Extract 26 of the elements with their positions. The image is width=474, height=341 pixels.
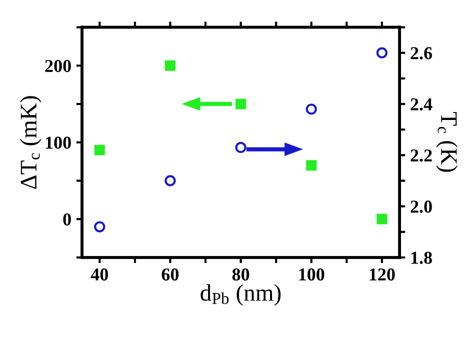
point bbox=[306, 160, 317, 171]
point bbox=[235, 142, 246, 154]
point bbox=[236, 98, 246, 110]
point bbox=[94, 144, 105, 156]
point bbox=[94, 221, 106, 232]
point bbox=[376, 214, 388, 224]
y2-tick-label: 2.2 bbox=[410, 149, 432, 162]
y-tick-label: 100 bbox=[46, 136, 71, 149]
point bbox=[165, 60, 176, 71]
y2-tick-label: 1.8 bbox=[411, 252, 432, 264]
point bbox=[306, 104, 317, 115]
x-tick-label: 60 bbox=[162, 268, 179, 281]
x-tick-label: 40 bbox=[90, 268, 108, 281]
y-tick-label: 200 bbox=[45, 60, 71, 72]
x-tick-label: 120 bbox=[370, 268, 395, 281]
y-tick-label: 0 bbox=[63, 213, 71, 226]
y-axis-title: ΔT$_{c}$ (mK) bbox=[20, 96, 42, 189]
point bbox=[376, 47, 388, 58]
point bbox=[164, 175, 176, 186]
y2-axis-title: T$_{c}$ (K) bbox=[436, 112, 458, 172]
y2-tick-label: 2.0 bbox=[410, 200, 432, 213]
y2-tick-label: 2.4 bbox=[410, 98, 432, 111]
x-axis-title: d$_{Pb}$ (nm) bbox=[200, 284, 281, 306]
x-tick-label: 100 bbox=[299, 268, 324, 281]
x-tick-label: 80 bbox=[232, 268, 250, 281]
y2-tick-label: 2.6 bbox=[410, 47, 432, 60]
